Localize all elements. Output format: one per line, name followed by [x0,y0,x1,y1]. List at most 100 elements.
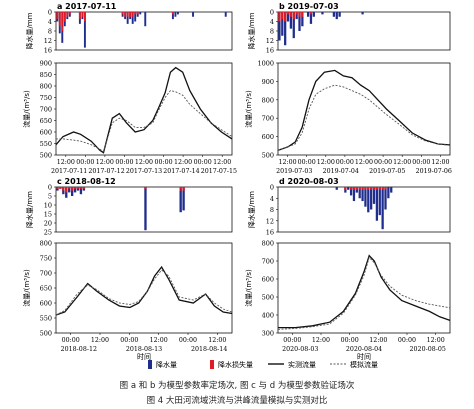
panel-b-rain-bar [321,12,324,15]
panel-b-rain-tick-label: 8 [270,28,274,36]
panel-a-loss-bar [126,12,129,17]
panel-d-rain-tick-label: 8 [270,206,274,214]
panel-b-rain-bar [312,12,315,17]
panel-d-simulated-line [277,256,451,330]
panel-a-rain-tick-label: 4 [48,18,52,26]
panel-d-loss-bar [381,187,384,190]
panel-a-rain-bar [192,12,194,17]
panel-c-flow-ylabel: 流量/(m³/s) [22,269,31,307]
panel-d-observed-line [278,254,451,329]
panel-c-flow-tick-label: 550 [40,315,52,323]
panel-c-loss-bar [73,187,77,189]
panel-a-rain-bar [134,12,137,22]
panel-d-loss-bar [370,187,373,190]
panel-a-rain-tick-label: 0 [48,9,52,17]
panel-c-rain-bar [179,187,182,213]
panel-b-loss-bar [278,12,281,22]
panel-d-rain-ylabel: 降水量/mm [247,191,256,228]
panel-c-x-tick-label: 00:00 [62,337,80,344]
panel-c-loss-bar [62,187,65,191]
legend-rain-swatch [148,360,152,369]
panel-a-loss-bar [63,12,66,22]
panel-a-loss-bar [124,12,127,17]
panel-a-loss-bar [61,12,64,31]
panel-a-flow-tick-label: 900 [40,60,52,68]
panel-c-rain-frame [55,186,233,233]
panel-a-x-tick-label: 00:00 [194,159,212,166]
panel-a-loss-bar [121,12,124,15]
panel-b-x-tick-label: 00:00 [412,159,430,166]
panel-d-loss-bar [367,187,370,190]
panel-d-date-label: 2020-08-03 [282,346,318,353]
panel-c-x-tick-label: 00:00 [120,337,138,344]
panel-a-rain-ylabel: 降水量/mm [25,12,34,49]
panel-a-x-tick-label: 00:00 [154,159,172,166]
panel-b-rain-bar [286,12,290,22]
panel-d-rain-bar [358,187,361,199]
panel-b-rain-ylabel: 降水量/mm [247,12,256,49]
panel-b-x-tick-label: 12:00 [355,159,373,166]
panel-a-rain-tick-label: 16 [44,47,52,55]
panel-a-rain-bar [224,12,227,17]
panel-d-flow-tick-label: 600 [262,276,274,284]
panel-d-flow-ylabel: 流量/(m³/s) [244,269,253,307]
panel-a-rain-bar [83,12,86,48]
panel-b-flow-frame [277,62,451,156]
panel-b-loss-bar [286,12,290,15]
panel-b-x-tick-label: 00:00 [336,159,354,166]
panel-c-rain-bar [68,187,71,193]
panel-b-loss-bar [289,12,293,17]
panel-a-flow-tick-label: 750 [40,94,52,102]
panel-b-x-tick-label: 12:00 [278,159,296,166]
panel-d-rain-bar [381,187,384,230]
panel-a-x-tick-label: 12:00 [96,159,114,166]
panel-c-loss-bar [76,187,80,189]
panel-c-x-tick-label: 12:00 [150,337,168,344]
panel-a-rain-bar [126,12,129,24]
panel-a-rain-bar [171,12,174,20]
panel-b-date-label: 2019-07-03 [276,168,312,175]
panel-a-loss-bar [68,12,71,15]
panel-a-loss-bar [83,12,86,22]
panel-d-rain-bar [375,187,379,221]
panel-c-rain-tick-label: 25 [44,229,52,237]
panel-c-loss-bar [82,187,86,189]
panel-a-x-tick-label: 12:00 [174,159,192,166]
figure-caption-note: 图 a 和 b 为模型参数率定场次, 图 c 与 d 为模型参数验证场次 [119,381,355,391]
panel-d-rain-bar [349,187,353,196]
panel-b-rain-bar [284,12,287,46]
panel-c-rain-ylabel: 降水量/mm [25,191,34,228]
panel-d-flow-tick-label: 500 [262,294,274,302]
panel-b-rain-tick-label: 4 [270,18,274,26]
panel-a-x-tick-label: 12:00 [57,159,75,166]
panel-b-loss-bar [295,12,298,15]
panel-b-flow-tick-label: 600 [262,133,274,141]
panel-b-flow-tick-label: 500 [262,152,274,160]
panel-d-date-label: 2020-08-05 [410,346,446,353]
panel-c-rain-tick-label: 0 [48,184,52,192]
panel-b-flow-tick-label: 800 [262,96,274,104]
panel-c-flow-frame [55,242,233,334]
panel-d-loss-bar [364,187,367,190]
panel-c-loss-bar [56,187,59,189]
panel-d-loss-bar [349,187,353,190]
panel-a-flow-tick-label: 700 [40,106,52,114]
panel-c-x-tick-label: 12:00 [208,337,226,344]
panel-d-xlabel: 时间 [357,352,371,361]
panel-a-flow-tick-label: 800 [40,83,52,91]
panel-c-date-label: 2018-08-14 [191,346,227,353]
panel-b-loss-bar [301,12,304,17]
panel-d-rain-tick-label: 4 [270,195,274,203]
panel-b-rain-bar [335,12,338,20]
panel-b-rain-tick-label: 0 [270,9,274,17]
panel-d-x-tick-label: 12:00 [312,337,330,344]
panel-d-rain-bar [390,187,393,193]
panel-c-flow-tick-label: 500 [40,330,52,338]
panel-b-loss-bar [281,12,284,20]
panel-d-loss-bar [375,187,379,190]
panel-c-rain-bar [73,187,77,193]
panel-a-flow-tick-label: 600 [40,129,52,137]
panel-c-rain-bar [79,187,83,195]
legend-simulated-label: 模拟流量 [350,360,378,369]
